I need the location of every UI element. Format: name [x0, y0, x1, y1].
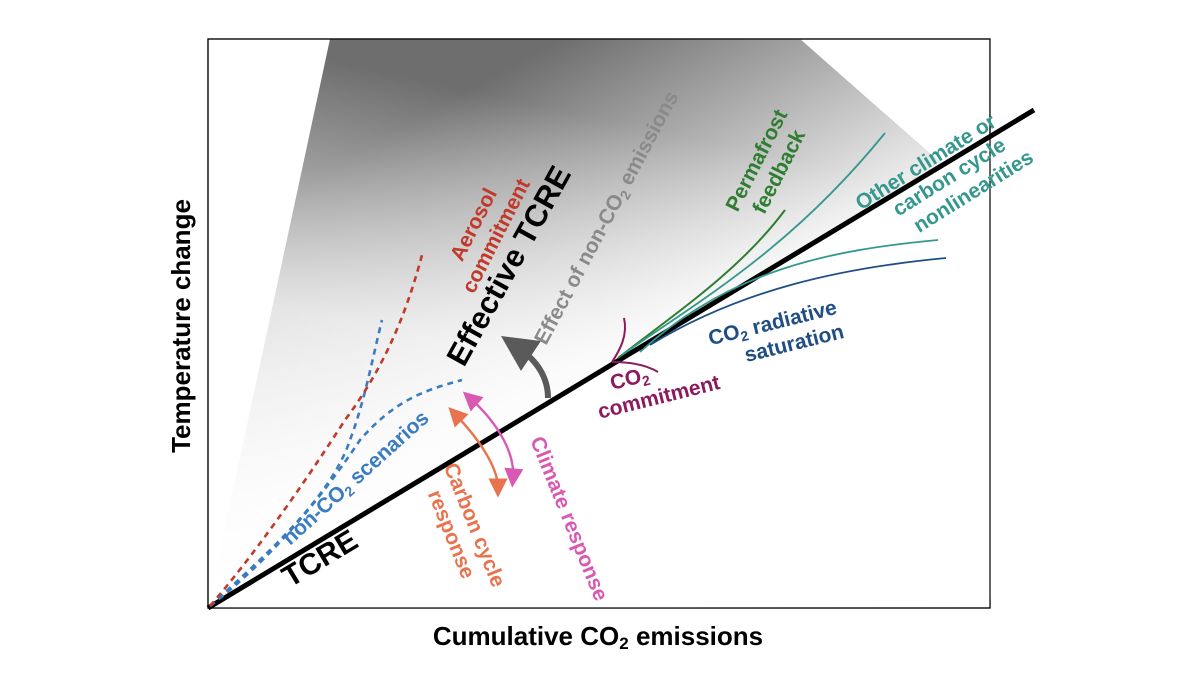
co2-commitment-curve-down — [611, 361, 659, 373]
non-co2-curve-1 — [209, 319, 384, 607]
cone-fade — [208, 39, 1034, 607]
non-co2-curve-2 — [209, 378, 463, 608]
effect-non-co2-arrow — [501, 336, 551, 399]
permafrost-curve — [617, 209, 786, 359]
aerosol-curve — [209, 254, 424, 607]
other-nonlinearity-curve-1 — [621, 132, 886, 356]
y-axis-title: Temperature change — [166, 199, 196, 453]
other-nonlinearity-curve-2 — [639, 239, 939, 353]
radiative-saturation-curve — [649, 257, 947, 346]
climate-response-arrow — [462, 391, 524, 488]
x-axis-title: Cumulative CO2 emissions — [433, 621, 763, 653]
co2-commitment-curve-up — [611, 317, 626, 363]
tcre-line — [206, 107, 1036, 611]
